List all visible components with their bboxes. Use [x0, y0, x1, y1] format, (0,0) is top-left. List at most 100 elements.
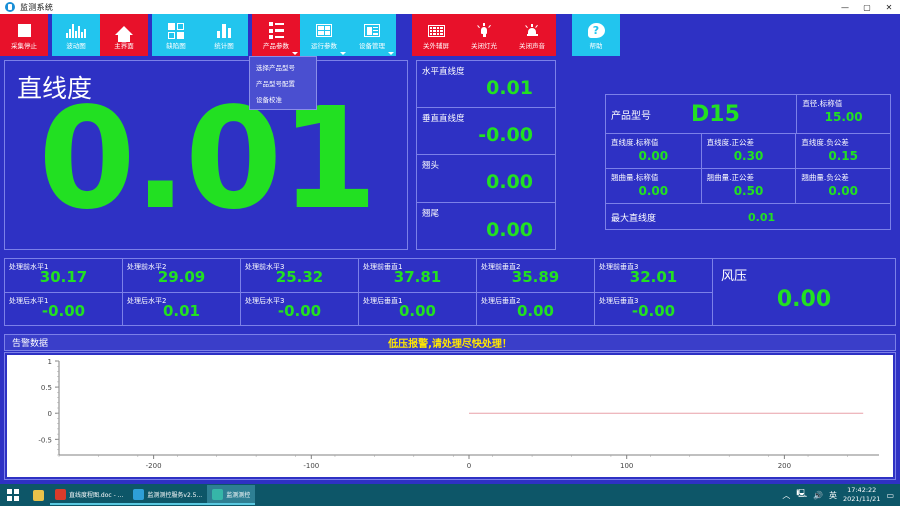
- toolbar-gap: [556, 14, 572, 56]
- spec-label: 翘曲量.负公差: [801, 173, 849, 182]
- strip-label: 处理后垂直2: [481, 297, 521, 305]
- readout-tail-warp: 翘尾 0.00: [416, 202, 556, 250]
- toolbar-gap: [396, 14, 412, 56]
- spec-label: 直线度.标称值: [611, 138, 659, 147]
- toolbar-button-product-params[interactable]: 产品参数: [252, 14, 300, 56]
- warp-plus-tol-cell: 翘曲量.正公差 0.50: [700, 169, 796, 203]
- tray-chevron-icon[interactable]: ︿: [782, 490, 791, 500]
- svg-text:0: 0: [48, 410, 52, 418]
- toolbar-button-stop-collect[interactable]: 采集停止: [0, 14, 48, 56]
- product-params-dropdown-menu[interactable]: 选择产品型号 产品型号配置 设备校准: [249, 56, 317, 110]
- toolbar-button-main-screen[interactable]: 主界面: [100, 14, 148, 56]
- taskbar-clock[interactable]: 17:42:22 2021/11/21: [843, 486, 880, 504]
- strip-label: 处理后垂直1: [363, 297, 403, 305]
- word-icon: [55, 488, 66, 500]
- toolbar-button-close-aux-screen[interactable]: 关外辅屏: [412, 14, 460, 56]
- network-icon[interactable]: 🖳: [796, 489, 807, 498]
- warp-nominal-cell: 翘曲量.标称值 0.00: [606, 169, 701, 203]
- toolbar-button-waveform[interactable]: 波动图: [52, 14, 100, 56]
- straightness-plus-tol-cell: 直线度.正公差 0.30: [700, 134, 796, 168]
- product-model-cell: 产品型号 D15: [606, 95, 796, 133]
- help-icon: ?: [587, 21, 605, 41]
- taskbar-item-monitor[interactable]: 监测测控: [207, 485, 256, 505]
- strip-label: 处理后水平2: [127, 297, 167, 305]
- product-spec-row: 直线度.标称值 0.00 直线度.正公差 0.30 直线度.负公差 0.15: [606, 133, 890, 168]
- strip-label: 处理前水平1: [9, 263, 49, 271]
- readout-vertical-straightness: 垂直直线度 -0.00: [416, 107, 556, 155]
- toolbar-button-device-manage[interactable]: 设备管理: [348, 14, 396, 56]
- system-tray: ︿ 🖳 🔊 英 17:42:22 2021/11/21 ▭: [782, 486, 900, 504]
- strip-column-horizontal-3: 处理前水平3 25.32 处理后水平3 -0.00: [241, 259, 359, 325]
- page-title: 直线度: [17, 74, 93, 103]
- strip-value: 0.00: [398, 302, 436, 320]
- strip-cell-before: 处理前垂直1 37.81: [359, 259, 476, 292]
- strip-cell-after: 处理后垂直1 0.00: [359, 292, 476, 325]
- toolbar-button-statistics[interactable]: 统计图: [200, 14, 248, 56]
- windows-start-icon[interactable]: [0, 484, 26, 506]
- spec-value: 0.50: [733, 184, 764, 198]
- minimize-button[interactable]: —: [841, 2, 849, 12]
- strip-cell-before: 处理前水平1 30.17: [5, 259, 122, 292]
- waveform-icon: [65, 21, 87, 41]
- taskbar-item-word-doc[interactable]: 直线度程图.doc - ...: [50, 485, 129, 505]
- alarm-chart[interactable]: -0.5 0 0.5 1 -200 -100 0 100 200: [7, 355, 893, 477]
- svg-text:-100: -100: [303, 462, 319, 470]
- chevron-down-icon[interactable]: [388, 52, 394, 55]
- notification-center-icon[interactable]: ▭: [886, 490, 894, 500]
- close-button[interactable]: ✕: [885, 2, 893, 12]
- strip-cell-before: 处理前水平3 25.32: [241, 259, 358, 292]
- strip-value: -0.00: [277, 302, 322, 320]
- spec-label: 最大直线度: [611, 214, 657, 224]
- readout-label: 翘尾: [422, 208, 440, 219]
- warp-minus-tol-cell: 翘曲量.负公差 0.00: [795, 169, 890, 203]
- spec-value: 15.00: [824, 110, 863, 124]
- strip-cell-before: 处理前水平2 29.09: [123, 259, 240, 292]
- chevron-down-icon[interactable]: [340, 52, 346, 55]
- straightness-nominal-cell: 直线度.标称值 0.00: [606, 134, 701, 168]
- wind-pressure-value: 0.00: [776, 287, 832, 312]
- product-model-label: 产品型号: [611, 111, 651, 122]
- taskbar-item-service[interactable]: 监测测控服务v2.5...: [128, 485, 208, 505]
- menu-item-select-product-model[interactable]: 选择产品型号: [256, 64, 295, 72]
- strip-value: -0.00: [41, 302, 86, 320]
- screen-icon: [427, 21, 445, 41]
- maximize-button[interactable]: ▢: [863, 2, 871, 12]
- explorer-icon[interactable]: [26, 484, 50, 506]
- toolbar-label: 帮助: [589, 41, 603, 50]
- readout-value: 0.00: [486, 218, 533, 241]
- chevron-down-icon[interactable]: [292, 52, 298, 55]
- toolbar-button-help[interactable]: ? 帮助: [572, 14, 620, 56]
- wind-pressure-label: 风压: [721, 269, 748, 284]
- toolbar-button-run-params[interactable]: 运行参数: [300, 14, 348, 56]
- strip-cell-after: 处理后水平2 0.01: [123, 292, 240, 325]
- toolbar-button-close-sound[interactable]: 关闭声音: [508, 14, 556, 56]
- toolbar-label: 关闭声音: [519, 41, 545, 50]
- strip-label: 处理前水平3: [245, 263, 285, 271]
- menu-item-device-calibration[interactable]: 设备校准: [256, 96, 282, 104]
- sound-icon[interactable]: 🔊: [813, 490, 823, 500]
- strip-column-horizontal-2: 处理前水平2 29.09 处理后水平2 0.01: [123, 259, 241, 325]
- measurement-strip: 处理前水平1 30.17 处理后水平1 -0.00 处理前水平2 29.09 处…: [4, 258, 896, 326]
- bell-icon: [524, 21, 540, 41]
- ime-indicator[interactable]: 英: [828, 490, 837, 500]
- toolbar-button-defect-map[interactable]: 缺陷图: [152, 14, 200, 56]
- menu-item-product-model-config[interactable]: 产品型号配置: [256, 80, 295, 88]
- strip-label: 处理前垂直2: [481, 263, 521, 271]
- readout-head-warp: 翘头 0.00: [416, 155, 556, 203]
- stop-icon: [17, 21, 31, 41]
- alarm-chart-panel[interactable]: -0.5 0 0.5 1 -200 -100 0 100 200: [4, 352, 896, 480]
- strip-value: 35.89: [511, 268, 560, 286]
- alarm-section-title: 告警数据: [12, 339, 49, 349]
- toolbar-label: 运行参数: [311, 41, 337, 50]
- straightness-main-value: 0.01: [38, 78, 377, 241]
- list-icon: [268, 21, 284, 41]
- strip-value: 0.00: [516, 302, 554, 320]
- product-spec-row: 产品型号 D15 直径.标称值 15.00: [606, 95, 890, 133]
- svg-text:1: 1: [48, 358, 52, 366]
- toolbar-label: 产品参数: [263, 41, 289, 50]
- toolbar-label: 缺陷图: [166, 41, 186, 50]
- alarm-header: 告警数据 低压报警,请处理尽快处理！: [4, 334, 896, 351]
- toolbar-button-close-light[interactable]: 关闭灯光: [460, 14, 508, 56]
- clock-date: 2021/11/21: [842, 495, 881, 503]
- strip-value: 30.17: [39, 268, 88, 286]
